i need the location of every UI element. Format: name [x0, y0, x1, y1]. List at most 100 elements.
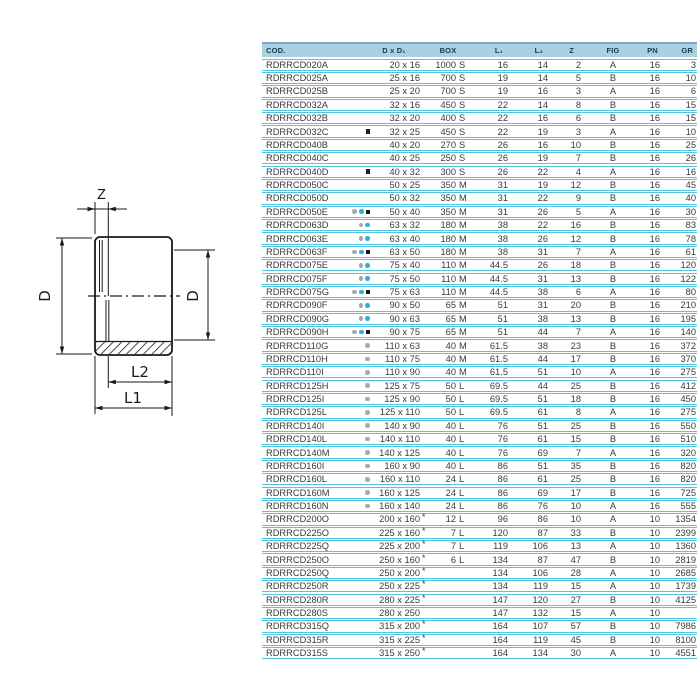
cell-box-size: M [459, 220, 467, 231]
gray-dot-marker [358, 262, 364, 268]
cell-markers [348, 450, 370, 455]
cell-fig: A [609, 246, 617, 257]
cell-box-size: M [459, 180, 467, 191]
cell-dxd1: 40 x 32 [389, 166, 421, 177]
cell-l2: 51 [537, 367, 548, 378]
cell-dxd1: 160 x 125 [379, 487, 420, 498]
gray-dot-marker [358, 303, 364, 308]
cell-fig: B [609, 474, 617, 485]
cell-box-qty: 40 [445, 434, 456, 445]
cell-l1: 76 [497, 434, 508, 445]
table-body: RDRRCD020A 20 x 16 1000 S 16 14 2 A 16 3… [262, 58, 697, 661]
cell-l1: 147 [492, 594, 508, 605]
cell-z: 3 [575, 86, 581, 97]
cell-gr: 2819 [675, 554, 696, 565]
cell-fig: A [609, 447, 617, 458]
cell-gr: 372 [680, 340, 696, 351]
cell-gr: 45 [685, 180, 696, 191]
cell-z: 15 [570, 434, 581, 445]
cell-l1: 164 [492, 648, 508, 659]
cell-markers [348, 476, 370, 482]
black-square-marker [365, 289, 370, 295]
cell-cod: RDRRCD280R [266, 594, 329, 605]
cell-gr: 1739 [675, 581, 696, 592]
cell-pn: 16 [649, 407, 660, 418]
cell-box-qty: 110 [441, 273, 456, 284]
cell-l2: 76 [537, 501, 548, 512]
cell-l1: 38 [497, 233, 508, 244]
gray-dot-marker [352, 329, 358, 335]
cyan-dot-marker [365, 276, 370, 281]
cell-l1: 31 [497, 180, 508, 191]
cell-z: 30 [570, 648, 581, 659]
cell-pn: 16 [649, 233, 660, 244]
cell-pn: 16 [649, 246, 660, 257]
cell-box-qty: 180 [440, 246, 456, 257]
cell-fig: B [609, 233, 617, 244]
cell-fig: B [609, 380, 617, 391]
cell-cod: RDRRCD050D [266, 193, 329, 204]
cell-pn: 16 [649, 367, 660, 378]
col-header-l2: L₂ [534, 46, 543, 55]
col-header-cod: COD. [266, 46, 286, 55]
cell-box-qty: 50 [445, 394, 456, 405]
table-row: RDRRCD050E 50 x 40 350 M 31 26 5 A 16 30 [262, 205, 697, 218]
cell-fig: A [609, 86, 617, 97]
cell-l2: 119 [533, 581, 548, 592]
cell-gr: 10 [685, 73, 696, 84]
table-row: RDRRCD025B 25 x 20 700 S 19 16 3 A 16 6 [262, 85, 697, 98]
cell-z: 35 [570, 460, 581, 471]
cell-l1: 51 [497, 327, 508, 338]
cell-box-qty: 110 [441, 260, 456, 271]
cell-fig: B [609, 300, 617, 311]
cell-markers [348, 410, 370, 415]
cell-l1: 96 [497, 514, 508, 525]
cell-box-size: S [459, 139, 466, 150]
cell-dxd1: 63 x 40 [389, 233, 421, 244]
cell-l2: 22 [537, 193, 548, 204]
col-header-z: Z [569, 46, 574, 55]
cell-gr: 275 [680, 367, 696, 378]
gray-dot-marker [365, 410, 370, 415]
cell-fig: B [609, 153, 617, 164]
cell-star: * [422, 512, 426, 523]
cell-cod: RDRRCD110H [266, 353, 328, 364]
dimension-l2 [107, 356, 173, 416]
cell-l2: 120 [532, 594, 548, 605]
cell-box-size: L [459, 407, 465, 418]
cell-pn: 10 [649, 608, 660, 619]
cell-box-size: M [459, 246, 467, 257]
table-row: RDRRCD063E 63 x 40 180 M 38 26 12 B 16 7… [262, 232, 697, 245]
cell-l2: 61 [537, 474, 548, 485]
cell-fig: B [609, 527, 617, 538]
cell-l2: 44 [537, 380, 548, 391]
cell-star: * [422, 646, 426, 657]
cyan-dot-marker [365, 303, 370, 308]
table-row: RDRRCD160M 160 x 125 24 L 86 69 17 B 16 … [262, 486, 697, 499]
cell-cod: RDRRCD315R [266, 634, 329, 645]
cell-z: 6 [575, 287, 581, 298]
cell-pn: 10 [649, 527, 660, 538]
gray-dot-marker [365, 436, 370, 442]
cell-l2: 26 [537, 206, 548, 217]
cell-markers [348, 316, 370, 322]
cell-dxd1: 280 x 250 [379, 608, 420, 619]
cell-box-size: S [459, 86, 466, 97]
cell-l2: 14 [537, 99, 548, 110]
cell-box-qty: 7 [450, 541, 456, 552]
cell-markers [348, 236, 370, 241]
cell-fig: B [609, 420, 617, 431]
cell-cod: RDRRCD140I [266, 420, 325, 431]
cell-pn: 16 [649, 59, 660, 70]
cell-gr: 320 [680, 447, 696, 458]
cell-box-qty: 1000 [435, 59, 456, 70]
table-row: RDRRCD040C 40 x 25 250 S 26 19 7 B 16 26 [262, 152, 697, 165]
cell-l2: 14 [537, 59, 548, 70]
cell-l1: 61.5 [489, 367, 508, 378]
cell-gr: 450 [680, 394, 696, 405]
cell-l2: 44 [537, 353, 548, 364]
cell-cod: RDRRCD025B [266, 86, 328, 97]
cell-pn: 10 [649, 648, 660, 659]
cell-box-size: L [459, 527, 465, 538]
cell-gr: 2399 [675, 527, 696, 538]
